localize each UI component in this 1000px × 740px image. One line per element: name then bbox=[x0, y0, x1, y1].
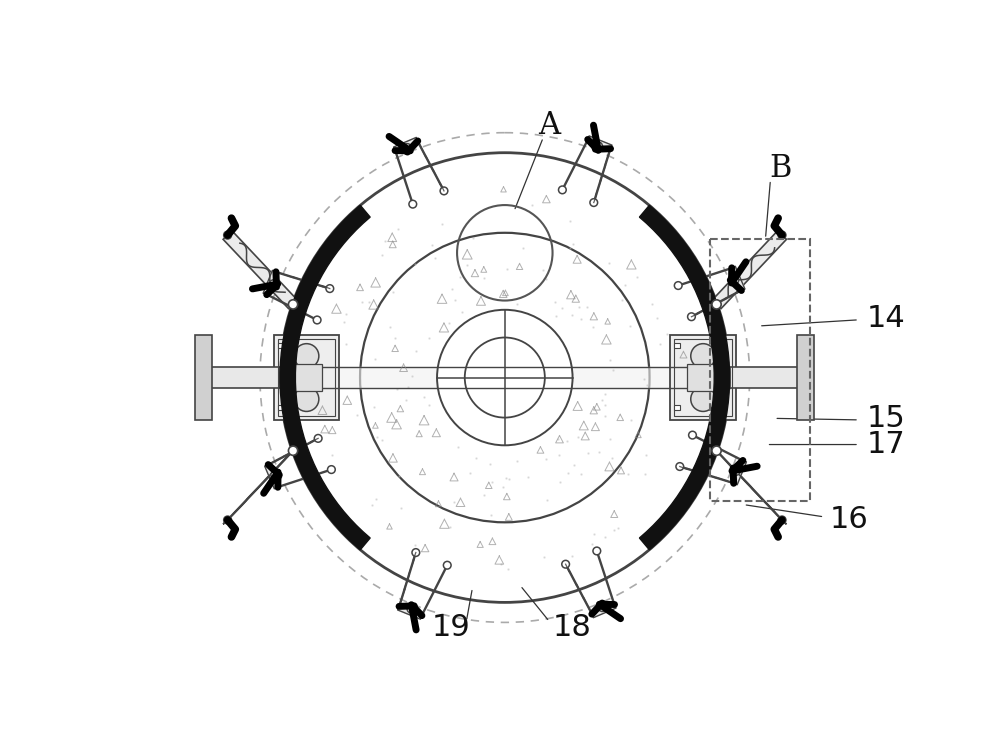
Polygon shape bbox=[223, 231, 298, 309]
Text: B: B bbox=[769, 153, 792, 184]
Circle shape bbox=[280, 152, 730, 602]
Circle shape bbox=[594, 142, 602, 150]
Polygon shape bbox=[394, 138, 419, 152]
Bar bbox=[203, 367, 280, 389]
Circle shape bbox=[778, 231, 786, 239]
Circle shape bbox=[269, 280, 278, 289]
Bar bbox=[670, 335, 736, 420]
Circle shape bbox=[691, 387, 715, 411]
Bar bbox=[278, 339, 335, 416]
Bar bbox=[195, 335, 212, 420]
Circle shape bbox=[409, 201, 417, 208]
Polygon shape bbox=[587, 136, 612, 151]
Text: 16: 16 bbox=[830, 505, 868, 534]
Bar bbox=[274, 335, 339, 420]
Circle shape bbox=[314, 434, 322, 443]
Bar bbox=[278, 405, 283, 410]
Circle shape bbox=[593, 547, 601, 555]
Circle shape bbox=[443, 562, 451, 569]
Circle shape bbox=[403, 144, 412, 152]
Bar bbox=[674, 339, 732, 416]
Circle shape bbox=[778, 517, 786, 524]
Circle shape bbox=[598, 603, 607, 611]
Circle shape bbox=[732, 467, 740, 475]
Circle shape bbox=[559, 186, 566, 194]
Circle shape bbox=[465, 337, 545, 417]
Polygon shape bbox=[591, 602, 616, 618]
Circle shape bbox=[712, 446, 721, 455]
Text: 19: 19 bbox=[432, 613, 470, 642]
Circle shape bbox=[689, 431, 696, 439]
Bar bbox=[710, 239, 810, 501]
Polygon shape bbox=[280, 205, 370, 550]
Bar bbox=[291, 363, 322, 391]
Circle shape bbox=[224, 231, 231, 239]
Polygon shape bbox=[398, 605, 423, 619]
Bar bbox=[278, 343, 283, 349]
Bar bbox=[674, 405, 680, 410]
Circle shape bbox=[271, 471, 279, 480]
Text: 17: 17 bbox=[867, 430, 905, 459]
Circle shape bbox=[224, 517, 231, 524]
Polygon shape bbox=[265, 464, 280, 489]
Polygon shape bbox=[731, 460, 746, 485]
Circle shape bbox=[590, 199, 598, 206]
Circle shape bbox=[440, 187, 448, 195]
Circle shape bbox=[730, 276, 739, 284]
Circle shape bbox=[288, 300, 298, 309]
Polygon shape bbox=[639, 205, 730, 550]
Circle shape bbox=[674, 282, 682, 289]
Circle shape bbox=[313, 316, 321, 324]
Circle shape bbox=[688, 313, 695, 320]
Circle shape bbox=[562, 560, 569, 568]
Text: 18: 18 bbox=[553, 613, 591, 642]
Polygon shape bbox=[730, 266, 745, 292]
Bar bbox=[730, 367, 807, 389]
Bar bbox=[674, 343, 680, 349]
Circle shape bbox=[676, 462, 684, 471]
Circle shape bbox=[691, 343, 715, 369]
Polygon shape bbox=[712, 446, 786, 524]
Bar bbox=[687, 363, 719, 391]
Circle shape bbox=[326, 285, 334, 292]
Circle shape bbox=[412, 548, 420, 556]
Polygon shape bbox=[712, 231, 786, 309]
Circle shape bbox=[294, 387, 319, 411]
Text: 15: 15 bbox=[867, 404, 905, 433]
Polygon shape bbox=[263, 270, 278, 295]
Circle shape bbox=[407, 605, 416, 613]
Circle shape bbox=[288, 446, 298, 455]
Circle shape bbox=[712, 300, 721, 309]
Circle shape bbox=[294, 343, 319, 369]
Bar bbox=[797, 335, 814, 420]
Circle shape bbox=[360, 233, 650, 522]
Text: A: A bbox=[538, 110, 561, 141]
Circle shape bbox=[328, 465, 335, 474]
Text: 14: 14 bbox=[867, 303, 905, 333]
Circle shape bbox=[437, 310, 573, 445]
Polygon shape bbox=[223, 446, 298, 524]
